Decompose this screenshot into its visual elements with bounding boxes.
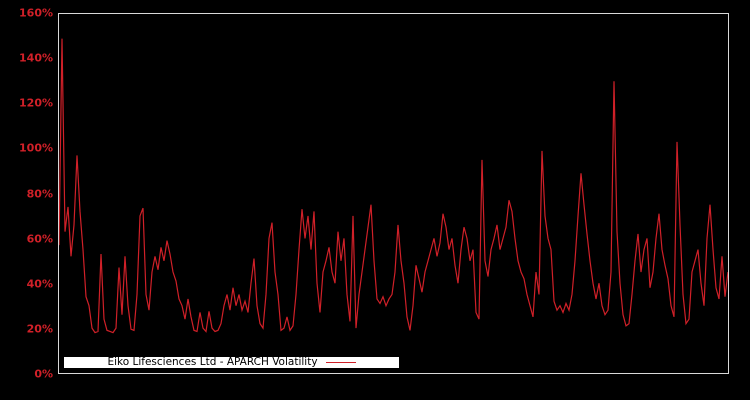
volatility-line-chart	[59, 38, 728, 334]
y-tick-label: 100%	[19, 141, 53, 155]
volatility-series-line	[59, 38, 728, 334]
y-tick-label: 80%	[26, 187, 53, 200]
y-tick-label: 0%	[34, 367, 53, 381]
legend-label: Eiko Lifesciences Ltd - APARCH Volatilit…	[107, 356, 318, 368]
y-tick-label: 20%	[26, 322, 53, 336]
legend-line-sample-icon	[325, 362, 356, 363]
y-tick-label: 120%	[19, 96, 53, 110]
y-tick-label: 160%	[19, 6, 53, 20]
y-tick-label: 60%	[26, 232, 53, 246]
plot-area: Eiko Lifesciences Ltd - APARCH Volatilit…	[58, 13, 729, 374]
y-tick-label: 40%	[26, 277, 53, 291]
y-axis-tick-labels: 0% 20% 40% 60% 80% 100% 120% 140% 160%	[0, 0, 55, 400]
y-tick-label: 140%	[19, 51, 53, 65]
legend: Eiko Lifesciences Ltd - APARCH Volatilit…	[63, 356, 400, 369]
